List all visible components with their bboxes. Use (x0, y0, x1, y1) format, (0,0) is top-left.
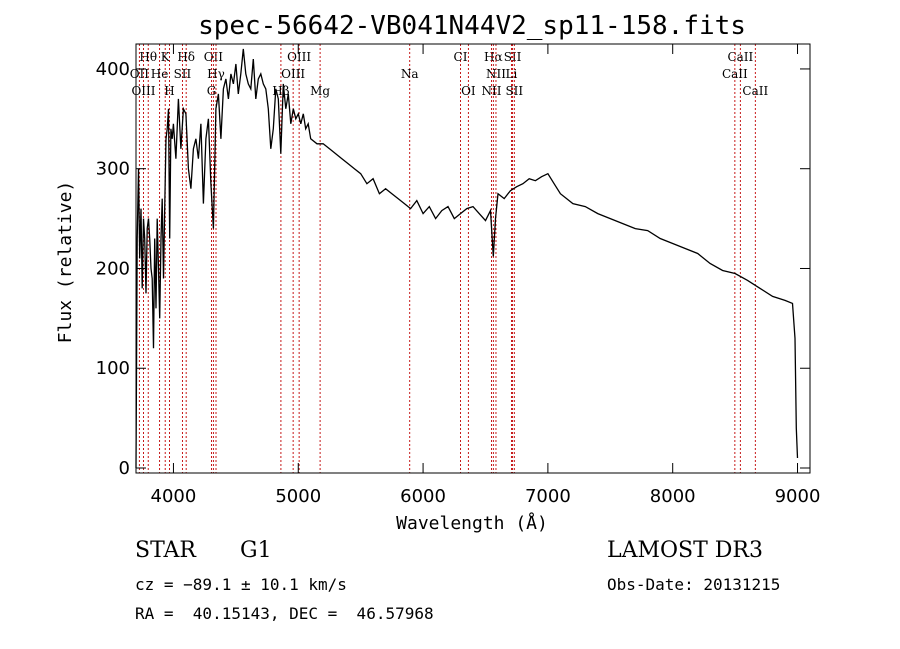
y-axis-ticks: 0 100 200 300 400 (96, 59, 810, 479)
line-label-19: H (164, 84, 174, 98)
x-axis-ticks: 4000 5000 6000 7000 8000 9000 (151, 44, 821, 507)
x-tick-label-1: 5000 (275, 486, 321, 507)
line-label-1: K (161, 50, 171, 64)
line-label-0: Hθ (139, 50, 157, 64)
y-tick-label-2: 200 (96, 258, 130, 279)
line-label-4: OIII (287, 50, 311, 64)
y-tick-label-4: 400 (96, 59, 130, 80)
line-label-13: OIII (281, 67, 305, 81)
line-label-23: OI (461, 84, 476, 98)
line-label-16: Li (506, 67, 518, 81)
y-tick-label-1: 100 (96, 358, 130, 379)
line-label-24: NII (481, 84, 501, 98)
object-subclass: G1 (240, 538, 272, 563)
line-label-17: CaII (722, 67, 748, 81)
x-axis-label: Wavelength (Å) (396, 512, 548, 534)
y-tick-label-3: 300 (96, 159, 130, 180)
line-label-20: G (207, 84, 217, 98)
x-tick-label-0: 4000 (151, 486, 197, 507)
x-tick-label-3: 7000 (525, 486, 571, 507)
line-label-25: SII (505, 84, 523, 98)
line-label-26: CaII (742, 84, 768, 98)
chart-title: spec-56642-VB041N44V2_sp11-158.fits (198, 11, 746, 41)
ra-dec-coordinates: RA = 40.15143, DEC = 46.57968 (135, 604, 434, 623)
plot-frame (135, 43, 811, 474)
flux-series-line (135, 48, 799, 469)
line-label-18: OIII (131, 84, 155, 98)
line-label-12: Hγ (207, 67, 225, 81)
redshift-velocity: cz = −89.1 ± 10.1 km/s (135, 575, 347, 594)
object-class: STAR (135, 538, 196, 563)
observation-date: Obs-Date: 20131215 (607, 575, 781, 594)
line-label-22: Mg (310, 84, 330, 98)
line-label-3: OII (204, 50, 224, 64)
line-label-14: Na (401, 67, 419, 81)
line-label-5: CI (454, 50, 468, 64)
x-tick-label-2: 6000 (400, 486, 446, 507)
x-tick-label-4: 8000 (650, 486, 696, 507)
line-label-8: CaII (727, 50, 753, 64)
x-tick-label-5: 9000 (775, 486, 821, 507)
y-tick-label-0: 0 (119, 458, 130, 479)
line-label-7: SII (504, 50, 522, 64)
line-label-6: Hα (484, 50, 503, 64)
line-label-15: NII (486, 67, 506, 81)
line-label-10: He (151, 67, 169, 81)
line-label-9: OII (130, 67, 150, 81)
survey-name: LAMOST DR3 (607, 538, 763, 563)
line-label-11: SII (174, 67, 192, 81)
line-label-2: Hδ (177, 50, 195, 64)
y-axis-label: Flux (relative) (55, 181, 76, 344)
